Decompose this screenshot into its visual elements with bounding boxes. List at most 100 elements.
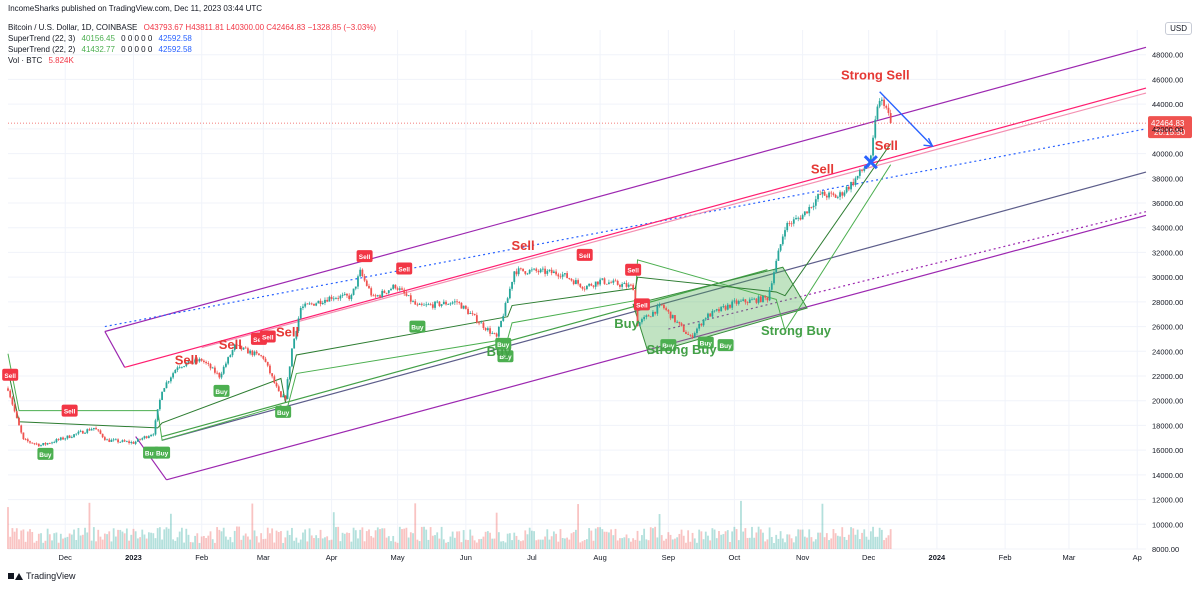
candle-body: [557, 274, 560, 277]
volume-bar: [216, 527, 219, 549]
volume-bar: [81, 534, 84, 549]
candle-body: [277, 386, 280, 392]
volume-bar: [592, 540, 595, 549]
candle-body: [304, 303, 307, 307]
signal-badge-sell: [61, 404, 78, 417]
candle-body: [357, 276, 359, 287]
indicator-row[interactable]: SuperTrend (22, 3) 40156.45 0 0 0 0 0 42…: [8, 34, 192, 43]
volume-bar: [511, 540, 513, 549]
candle-body: [130, 442, 133, 444]
candle-body: [57, 439, 60, 440]
volume-bar: [359, 529, 362, 549]
volume-bar: [152, 533, 155, 549]
volume-bar: [445, 542, 447, 549]
candle-body: [524, 271, 527, 274]
annotation-label: Sell: [276, 324, 299, 339]
volume-row[interactable]: Vol · BTC 5.824K: [8, 56, 74, 65]
signal-label: Sell: [398, 266, 410, 273]
volume-bar: [883, 540, 885, 549]
currency-button[interactable]: USD: [1165, 22, 1192, 35]
trendline-green-support: [161, 269, 768, 438]
volume-bar: [517, 539, 520, 549]
volume-bar: [825, 533, 828, 549]
volume-bar: [350, 541, 353, 549]
volume-bar: [260, 533, 263, 549]
volume-bar: [583, 539, 586, 549]
candle-body: [641, 319, 643, 323]
footer-brand[interactable]: TradingView: [8, 571, 76, 581]
candle-body: [447, 304, 450, 305]
x-tick-label: Sep: [662, 553, 675, 562]
trendline-pink-resistance-2: [201, 92, 1147, 349]
candle-body: [790, 223, 793, 225]
volume-bar: [740, 500, 742, 549]
candle-body: [438, 301, 441, 306]
x-tick-label: Apr: [326, 553, 338, 562]
volume-bar: [110, 541, 113, 549]
candle-body: [306, 303, 309, 305]
volume-bar: [51, 540, 53, 549]
volume-bar: [726, 530, 729, 549]
candle-body: [40, 445, 42, 447]
indicator-row[interactable]: SuperTrend (22, 2) 41432.77 0 0 0 0 0 42…: [8, 45, 192, 54]
candle-body: [88, 429, 91, 431]
volume-bar: [887, 535, 890, 549]
candle-body: [328, 296, 331, 302]
volume-bar: [572, 532, 575, 549]
volume-bar: [843, 537, 846, 549]
x-tick-label: Feb: [195, 553, 208, 562]
signals: SellBuySellBuyBuyBuySellSellBuySellSellB…: [2, 248, 734, 460]
y-tick-label: 34000.00: [1152, 224, 1183, 233]
candle-body: [324, 299, 326, 303]
y-tick-label: 38000.00: [1152, 174, 1183, 183]
signal-label: Buy: [499, 354, 512, 361]
candle-body: [528, 269, 531, 274]
candle-body: [73, 434, 75, 438]
candle-body: [592, 285, 595, 287]
volume-bar: [451, 531, 454, 549]
volume-bar: [764, 541, 767, 549]
volume-bar: [526, 534, 529, 549]
candle-body: [75, 433, 78, 435]
candle-body: [117, 439, 119, 443]
candle-body: [779, 244, 782, 251]
volume-bar: [48, 534, 51, 549]
candle-body: [291, 348, 293, 367]
candle-body: [537, 271, 540, 273]
volume-bar: [302, 532, 304, 549]
candle-body: [150, 434, 152, 437]
volume-bar: [363, 541, 366, 549]
volume-bar: [823, 537, 826, 549]
candle-body: [53, 442, 56, 443]
volume-bar: [203, 535, 205, 549]
candle-body: [255, 351, 258, 354]
volume-bar: [676, 537, 679, 549]
candle-body: [123, 440, 126, 442]
y-tick-label: 30000.00: [1152, 273, 1183, 282]
volume-bar: [599, 527, 602, 549]
volume-bar: [707, 535, 709, 549]
candle-body: [97, 429, 100, 431]
volume-bar: [310, 535, 313, 549]
volume-bar: [698, 529, 701, 549]
candle-body: [493, 333, 496, 334]
candle-body: [436, 301, 439, 303]
volume-bar: [623, 537, 626, 549]
candle-body: [112, 439, 115, 441]
volume-bar: [519, 541, 522, 549]
volume-bar: [222, 527, 225, 549]
volume-bar: [409, 532, 412, 549]
candle-body: [546, 270, 549, 274]
candle-body: [515, 271, 518, 275]
annotation-label: Sell: [811, 161, 834, 176]
volume-bar: [709, 540, 712, 549]
volume-bar: [101, 539, 104, 549]
candle-body: [64, 438, 67, 440]
candle-body: [801, 215, 804, 220]
volume-bar: [339, 541, 342, 549]
candle-body: [812, 205, 815, 208]
volume-bar: [167, 528, 170, 549]
